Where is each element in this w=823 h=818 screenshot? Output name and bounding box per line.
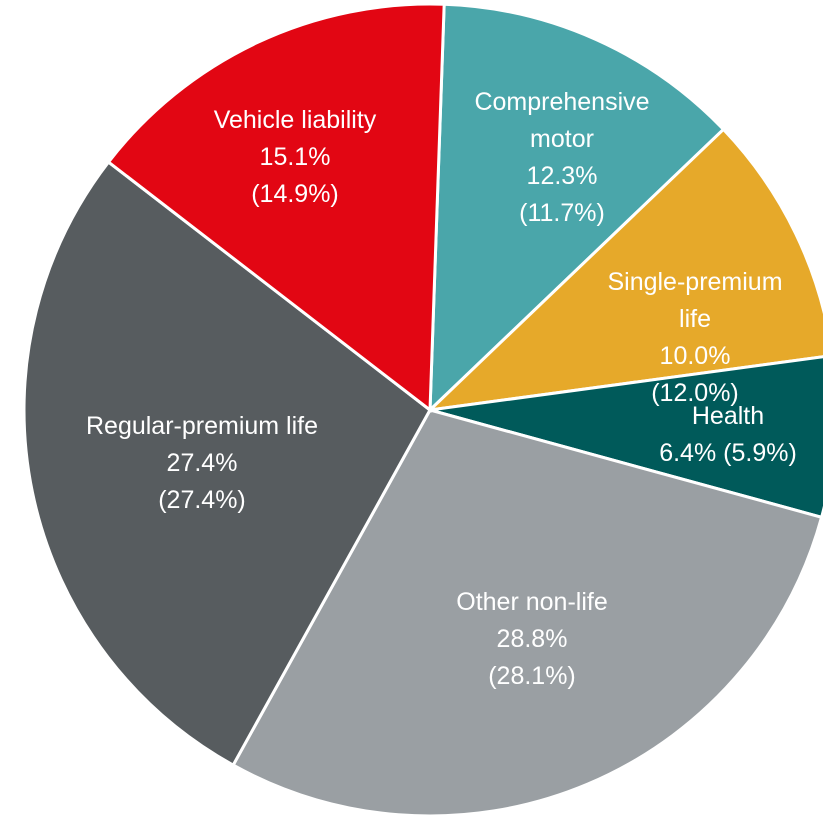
pie-slice: [22, 159, 432, 768]
prior-value-label: (5.9%): [723, 439, 797, 467]
category-label: Comprehensive motor: [474, 88, 650, 153]
prior-value-label: (11.7%): [519, 199, 605, 227]
category-label: Regular-premium life: [85, 412, 319, 440]
value-label: 12.3%: [526, 162, 598, 190]
slice-label: Health 6.4% (5.9%): [633, 398, 823, 472]
category-label: Other non-life: [456, 588, 608, 616]
pie-slice: [106, 2, 446, 413]
category-label: Health: [691, 402, 765, 430]
pie-slice: [231, 408, 823, 818]
value-label: 10.0%: [659, 342, 731, 370]
slice-label: Other non-life 28.8% (28.1%): [422, 584, 642, 695]
prior-value-label: (14.9%): [251, 180, 339, 208]
prior-value-label: (27.4%): [158, 486, 246, 514]
value-label: 15.1%: [259, 143, 331, 171]
slice-label: Single-premium life 10.0% (12.0%): [595, 264, 795, 412]
slice-label: Regular-premium life 27.4% (27.4%): [42, 408, 362, 519]
prior-value-label: (12.0%): [651, 379, 739, 407]
value-label: 28.8%: [496, 625, 568, 653]
value-label: 6.4%: [659, 439, 717, 467]
prior-value-label: (28.1%): [488, 662, 576, 690]
category-label: Single-premium life: [607, 268, 783, 333]
pie-slice: [425, 127, 823, 413]
slice-label: Vehicle liability 15.1% (14.9%): [175, 102, 415, 213]
value-label: 27.4%: [166, 449, 238, 477]
slice-label: Comprehensive motor 12.3% (11.7%): [462, 84, 662, 232]
pie-slice: [428, 2, 726, 414]
category-label: Vehicle liability: [213, 106, 377, 134]
